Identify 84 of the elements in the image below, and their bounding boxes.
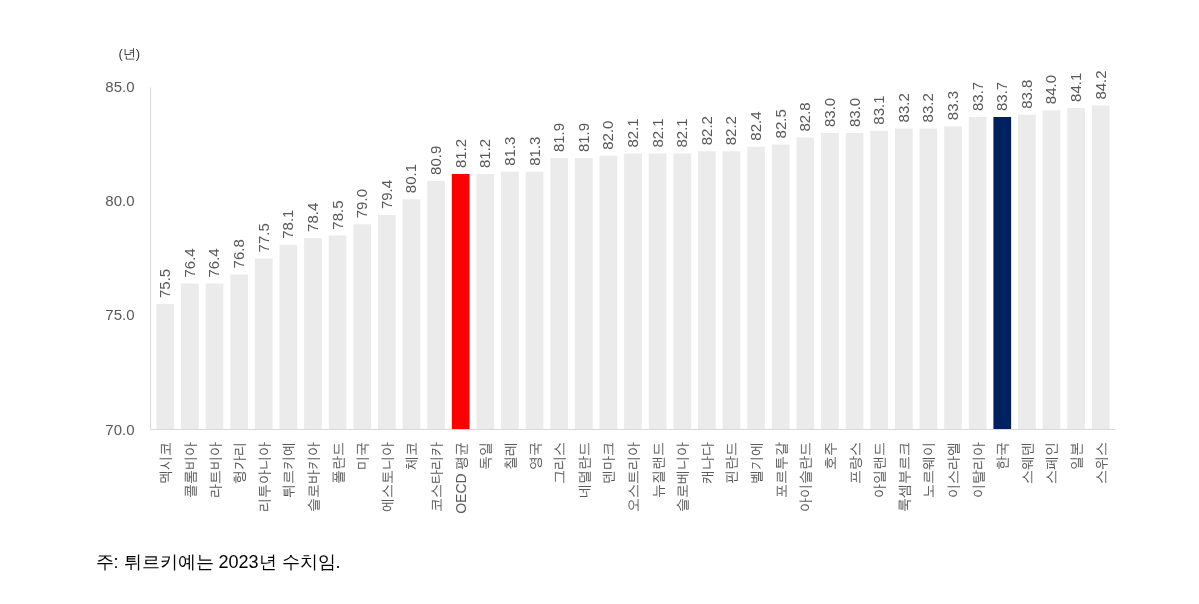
data-label: 82.2 [722, 116, 740, 146]
data-label: 82.4 [747, 111, 765, 141]
data-label: 83.0 [845, 97, 863, 127]
data-label: 82.8 [796, 102, 814, 132]
data-label: 76.4 [205, 248, 223, 278]
data-label: 82.0 [599, 120, 617, 150]
data-label: 81.3 [500, 136, 518, 166]
data-label: 83.2 [919, 93, 937, 123]
x-tick-label: 헝가리 [231, 441, 248, 484]
x-tick-label: 일본 [1068, 441, 1085, 470]
data-label: 82.1 [648, 118, 666, 148]
data-label: 84.2 [1091, 70, 1109, 100]
x-tick-label: 멕시코 [157, 441, 174, 484]
data-label: 76.4 [180, 248, 198, 278]
y-tick-label: 80.0 [105, 192, 135, 210]
x-tick-label: 독일 [477, 441, 494, 470]
x-tick-label: 슬로베니아 [674, 441, 691, 512]
x-tick-label: 오스트리아 [625, 441, 641, 512]
data-label: 80.1 [402, 163, 420, 194]
x-tick-label: 벨기에 [748, 441, 765, 484]
data-label: 78.4 [303, 202, 321, 232]
data-label: 81.3 [525, 136, 543, 166]
x-tick-label: 그리스 [551, 441, 568, 484]
data-label: 81.9 [574, 122, 592, 153]
x-tick-label: 핀란드 [723, 441, 740, 484]
x-tick-label: 이탈리아 [969, 441, 986, 498]
data-label: 83.0 [820, 97, 838, 127]
data-label: 83.8 [1017, 79, 1035, 109]
data-label: 78.5 [328, 200, 346, 230]
x-tick-label: 미국 [354, 441, 371, 470]
data-label: 77.5 [254, 223, 272, 253]
x-tick-label: 스위스 [1092, 441, 1109, 484]
x-tick-label: 리투아니아 [255, 441, 272, 512]
data-label: 82.1 [673, 118, 691, 148]
data-label: 81.9 [550, 122, 568, 153]
x-tick-label: 호주 [821, 441, 838, 470]
x-tick-label: 스페인 [1043, 441, 1060, 484]
x-tick-label: 슬로바키아 [304, 441, 321, 512]
data-label: 79.4 [377, 179, 395, 210]
x-tick-label: OECD 평균 [452, 441, 469, 514]
x-tick-label: 노르웨이 [920, 441, 937, 498]
data-label: 82.5 [771, 109, 789, 139]
data-label: 83.7 [968, 81, 986, 112]
data-label: 83.1 [870, 95, 888, 125]
x-tick-label: 에스토니아 [378, 441, 395, 512]
x-tick-label: 이스라엘 [945, 441, 962, 498]
data-label: 81.2 [451, 138, 469, 169]
data-label: 84.0 [1042, 74, 1060, 105]
x-tick-label: 룩셈부르크 [895, 441, 912, 512]
y-tick-label: 75.0 [105, 306, 135, 324]
data-label: 81.2 [476, 138, 494, 169]
x-tick-label: 네덜란드 [575, 441, 592, 498]
x-tick-label: 한국 [994, 441, 1011, 470]
x-tick-label: 스웨덴 [1018, 441, 1035, 484]
x-tick-label: 포르투갈 [772, 441, 789, 498]
data-label: 83.2 [894, 93, 912, 123]
data-label: 80.9 [427, 145, 445, 175]
data-label: 78.1 [279, 209, 297, 239]
data-label: 75.5 [156, 268, 174, 299]
data-label: 84.1 [1067, 72, 1085, 102]
x-tick-label: 영국 [526, 441, 543, 470]
x-tick-label: 폴란드 [329, 441, 346, 484]
y-tick-label: 70.0 [105, 420, 135, 438]
x-tick-label: 라트비아 [206, 441, 223, 498]
data-label: 76.8 [230, 239, 248, 269]
x-tick-label: 아일랜드 [871, 441, 888, 498]
x-tick-label: 체코 [403, 441, 420, 470]
x-tick-label: 아이슬란드 [797, 441, 814, 512]
x-tick-label: 프랑스 [846, 441, 863, 484]
x-tick-label: 코스타리카 [428, 441, 445, 512]
x-tick-label: 캐나다 [698, 441, 715, 484]
data-label: 82.2 [697, 116, 715, 146]
data-label: 83.3 [944, 90, 962, 121]
x-tick-label: 튀르키예 [280, 441, 297, 498]
x-tick-label: 덴마크 [600, 441, 617, 484]
x-tick-label: 콜롬비아 [181, 441, 198, 498]
x-tick-label: 뉴질랜드 [649, 441, 666, 498]
y-tick-label: 85.0 [105, 78, 135, 96]
text: 주: 튀르키예는 2023년 수치임. [95, 551, 341, 572]
y-axis-title: (년) [118, 45, 141, 61]
data-label: 83.7 [993, 81, 1011, 112]
data-label: 79.0 [353, 189, 371, 219]
data-label: 82.1 [624, 118, 641, 148]
x-tick-label: 칠레 [501, 441, 518, 470]
